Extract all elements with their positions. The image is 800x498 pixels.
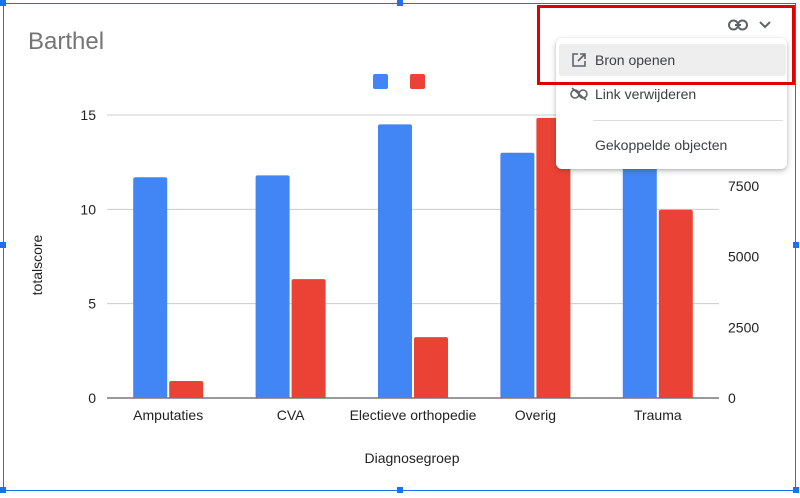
menu-item-open-source[interactable]: Bron openen — [559, 44, 786, 76]
resize-handle-top-left[interactable] — [0, 0, 6, 6]
resize-handle-bottom-right[interactable] — [793, 487, 799, 493]
bar-series-2 — [536, 117, 571, 398]
y2-tick-label: 0 — [728, 390, 736, 406]
resize-handle-left[interactable] — [0, 242, 6, 248]
y-axis-title: totalscore — [29, 234, 45, 295]
menu-item-label: Bron openen — [595, 52, 676, 68]
bar-series-1 — [500, 152, 535, 398]
bar-series-1 — [255, 175, 290, 398]
y-tick-label: 15 — [80, 107, 96, 123]
bar-series-2 — [169, 381, 204, 398]
bar-series-1 — [378, 124, 412, 398]
y-tick-label: 5 — [88, 296, 96, 312]
bar-series-1 — [133, 177, 168, 398]
bar-series-2 — [658, 209, 693, 398]
x-tick-label: Amputaties — [133, 407, 203, 423]
chart-title: Barthel — [28, 28, 105, 55]
bar-series-2 — [291, 279, 326, 398]
y2-tick-label: 7500 — [728, 178, 759, 194]
bar-series-1 — [622, 156, 657, 398]
x-tick-label: Electieve orthopedie — [350, 407, 477, 423]
y-tick-label: 10 — [80, 201, 96, 217]
resize-handle-bottom-left[interactable] — [0, 487, 6, 493]
menu-divider — [593, 120, 783, 121]
menu-item-linked-objects[interactable]: Gekoppelde objecten — [556, 129, 787, 161]
x-tick-label: Trauma — [634, 407, 682, 423]
legend-swatch-series-1 — [373, 74, 388, 89]
menu-item-label: Link verwijderen — [595, 86, 697, 102]
resize-handle-top[interactable] — [397, 0, 403, 6]
linked-chart-menu: Bron openen Link verwijderen Gekoppelde … — [556, 38, 787, 169]
bar-series-2 — [414, 337, 448, 398]
resize-handle-right[interactable] — [793, 242, 799, 248]
legend-swatch-series-2 — [410, 74, 425, 89]
link-off-icon — [570, 85, 588, 103]
x-axis-title: Diagnosegroep — [365, 450, 460, 466]
menu-item-remove-link[interactable]: Link verwijderen — [556, 78, 787, 110]
y-tick-label: 0 — [88, 390, 96, 406]
resize-handle-bottom[interactable] — [397, 487, 403, 493]
y2-tick-label: 5000 — [728, 249, 759, 265]
highlight-box — [537, 5, 795, 85]
x-tick-label: Overig — [515, 407, 556, 423]
link-icon[interactable] — [725, 14, 751, 36]
chevron-down-icon[interactable] — [751, 14, 779, 36]
x-tick-label: CVA — [277, 407, 305, 423]
linked-chart-chip[interactable] — [725, 12, 787, 38]
open-in-new-icon — [570, 51, 588, 69]
y2-tick-label: 2500 — [728, 319, 759, 335]
menu-item-label: Gekoppelde objecten — [595, 137, 728, 153]
